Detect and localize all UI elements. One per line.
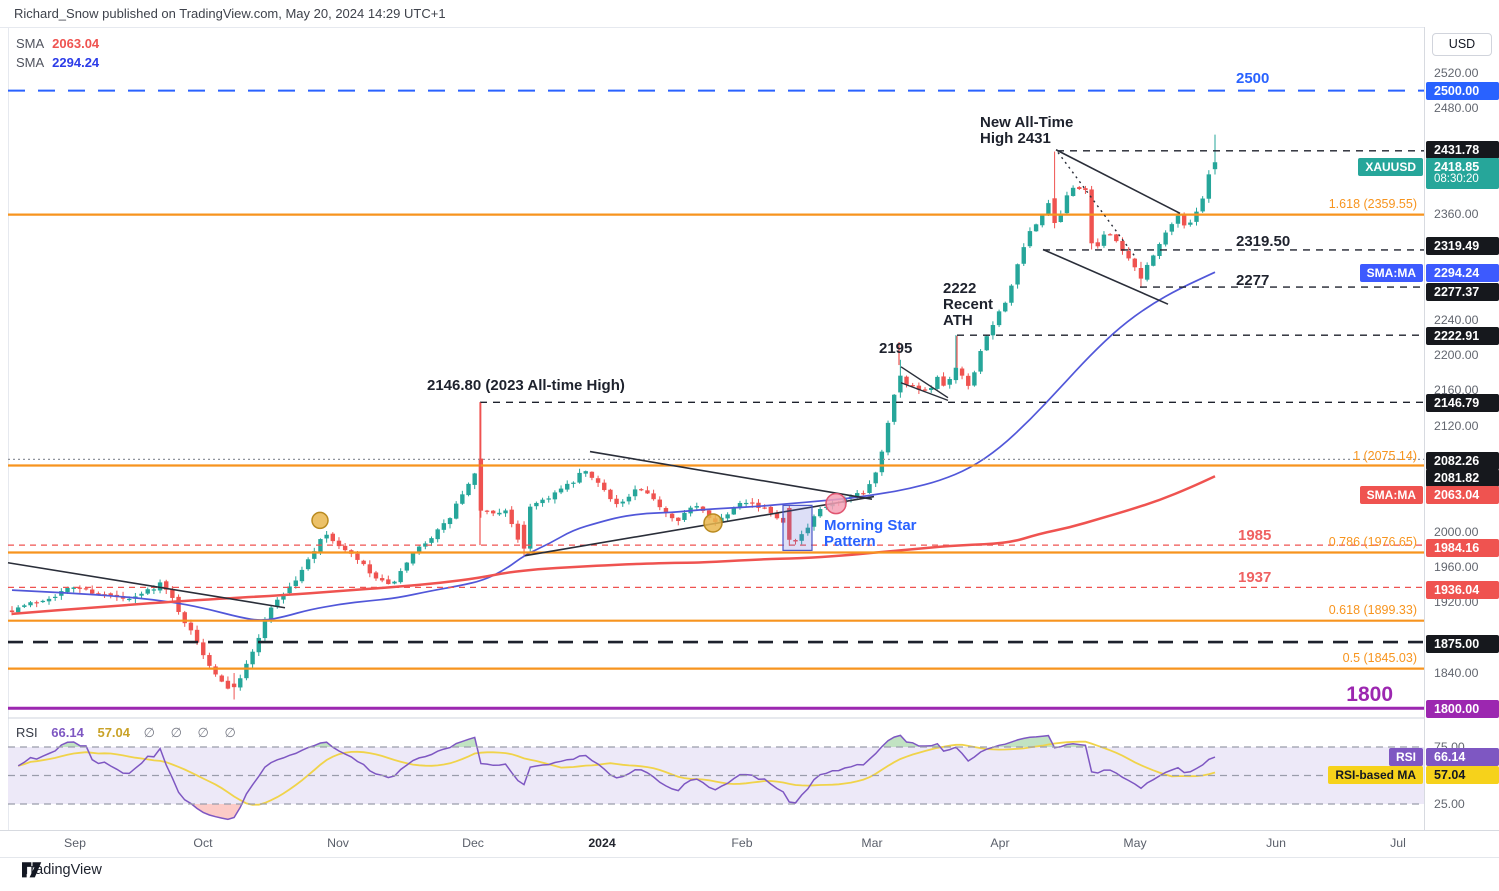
price-badge: 2063.04 — [1426, 486, 1499, 504]
price-tick: 2520.00 — [1434, 66, 1479, 80]
label-2277: 2277 — [1236, 272, 1270, 289]
label-new-ath: New All-Time High 2431 — [980, 114, 1074, 147]
publish-attribution: Richard_Snow published on TradingView.co… — [14, 6, 446, 21]
label-morning-star: Morning Star Pattern — [824, 517, 917, 550]
price-tick: 2000.00 — [1434, 525, 1479, 539]
time-tick: Nov — [327, 836, 349, 850]
header-divider — [0, 27, 1499, 28]
price-badge: 2277.37 — [1426, 283, 1499, 301]
price-tick: 1840.00 — [1434, 666, 1479, 680]
price-tick: 2240.00 — [1434, 313, 1479, 327]
drawing-shapes[interactable] — [311, 492, 847, 551]
price-badge: 2222.91 — [1426, 327, 1499, 345]
tradingview-logo[interactable]: TradingView — [22, 862, 102, 878]
price-tick: 25.00 — [1434, 797, 1465, 811]
pane-left-border — [8, 27, 9, 830]
time-tick: Dec — [462, 836, 484, 850]
sma-label: SMA — [16, 55, 45, 70]
tradingview-logo-icon — [22, 862, 42, 878]
price-badge: 2418.85 08:30:20 — [1426, 158, 1499, 189]
time-tick: May — [1123, 836, 1147, 850]
label-fib-1: 1 (2075.14) — [1353, 449, 1417, 463]
currency-button[interactable]: USD — [1432, 33, 1492, 56]
time-tick: Oct — [193, 836, 213, 850]
time-tick: Mar — [861, 836, 883, 850]
sma-legend-row[interactable]: SMA 2063.04 — [16, 34, 99, 53]
series-price-tag: RSI — [1388, 748, 1423, 766]
price-axis[interactable]: USD 2520.00 2480.00 2360.00 2240.00 2200.00 2… — [1424, 27, 1499, 856]
label-fib-05: 0.5 (1845.03) — [1342, 651, 1417, 665]
label-2319-50: 2319.50 — [1236, 233, 1291, 250]
trend-lines[interactable] — [7, 149, 1181, 609]
sma-slow-line — [11, 475, 1216, 616]
price-tick: 2480.00 — [1434, 101, 1479, 115]
rsi-ma-line — [17, 740, 1216, 806]
price-tick: 2160.00 — [1434, 383, 1479, 397]
price-tick: 1960.00 — [1434, 560, 1479, 574]
series-price-tag: RSI-based MA — [1328, 766, 1423, 784]
label-2146-80: 2146.80 (2023 All-time High) — [427, 377, 625, 394]
time-tick: 2024 — [588, 836, 616, 850]
price-badge: 66.14 — [1426, 748, 1499, 766]
price-badge: 2431.78 — [1426, 141, 1499, 159]
price-tick: 2120.00 — [1434, 419, 1479, 433]
countdown-timer: 08:30:20 — [1434, 173, 1479, 185]
label-2500: 2500 — [1236, 70, 1270, 87]
rsi-hidden-series-icons: ∅ ∅ ∅ ∅ — [143, 725, 242, 740]
price-badge: 1984.16 — [1426, 539, 1499, 557]
series-price-tag: SMA:MA — [1359, 264, 1423, 282]
candles-layer — [9, 134, 1218, 700]
tradingview-logo-text: TradingView — [22, 862, 102, 878]
label-1985: 1985 — [1238, 527, 1272, 544]
price-tick: 2360.00 — [1434, 207, 1479, 221]
series-price-tag: SMA:MA — [1359, 486, 1423, 504]
label-2222-ath: 2222 Recent ATH — [943, 280, 994, 329]
price-badge: 1875.00 — [1426, 635, 1499, 653]
time-tick: Jul — [1390, 836, 1406, 850]
time-axis[interactable]: Sep Oct Nov Dec 2024 Feb Mar Apr May Jun Jul — [0, 830, 1499, 858]
label-fib-0618: 0.618 (1899.33) — [1328, 603, 1417, 617]
level-lines[interactable] — [8, 89, 1424, 710]
sma-value: 2294.24 — [52, 55, 100, 70]
sma-label: SMA — [16, 36, 45, 51]
price-badge: 1800.00 — [1426, 700, 1499, 718]
series-price-tag: XAUUSD — [1358, 158, 1423, 176]
price-badge: 2319.49 — [1426, 237, 1499, 255]
label-1937: 1937 — [1238, 569, 1272, 586]
rsi-ma-value: 57.04 — [97, 725, 131, 740]
price-badge: 2146.79 — [1426, 394, 1499, 412]
time-tick: Feb — [731, 836, 753, 850]
price-badge: 2294.24 — [1426, 264, 1499, 282]
rsi-line — [17, 734, 1216, 821]
sma-legend-row[interactable]: SMA 2294.24 — [16, 53, 99, 72]
price-badge: 2081.82 — [1426, 469, 1499, 487]
label-fib-0786: 0.786 (1976.65) — [1328, 535, 1417, 549]
time-tick: Sep — [64, 836, 86, 850]
price-badge: 1936.04 — [1426, 581, 1499, 599]
rsi-value: 66.14 — [51, 725, 84, 740]
sma-fast-line — [11, 271, 1216, 621]
rsi-indicator-legend[interactable]: RSI 66.14 57.04 ∅ ∅ ∅ ∅ — [16, 725, 252, 741]
price-badge: 2500.00 — [1426, 82, 1499, 100]
price-badge: 57.04 — [1426, 766, 1499, 784]
sma-indicator-legend: SMA 2063.04 SMA 2294.24 — [16, 34, 99, 72]
sma-value: 2063.04 — [52, 36, 100, 51]
price-tick: 2200.00 — [1434, 348, 1479, 362]
time-tick: Jun — [1266, 836, 1286, 850]
rsi-label: RSI — [16, 725, 38, 740]
time-tick: Apr — [990, 836, 1010, 850]
price-badge: 2082.26 — [1426, 452, 1499, 470]
label-fib-1618: 1.618 (2359.55) — [1328, 197, 1417, 211]
label-2195: 2195 — [879, 340, 913, 357]
label-1800: 1800 — [1346, 683, 1393, 706]
